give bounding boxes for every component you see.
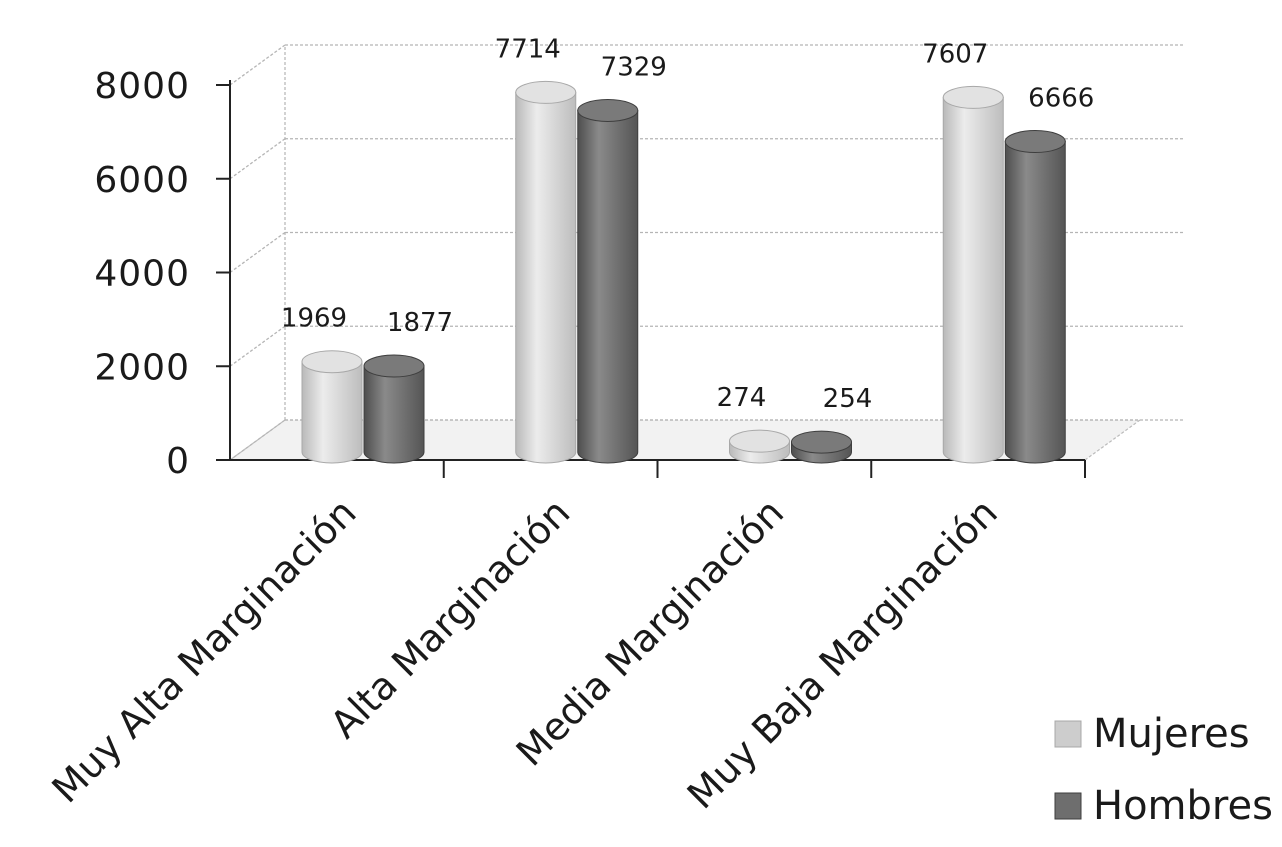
- bar-mujeres: [729, 429, 790, 464]
- gridline-side: [229, 44, 286, 86]
- axes: 0 2000 4000 6000 8000: [94, 66, 1086, 482]
- data-label: 1877: [387, 308, 453, 338]
- gridline-side: [229, 138, 286, 180]
- bar-hombres: [1004, 130, 1066, 464]
- y-tick-label: 0: [166, 441, 190, 482]
- y-tick-label: 8000: [94, 66, 190, 107]
- y-tick-label: 4000: [94, 254, 190, 295]
- bar-mujeres: [301, 350, 363, 464]
- legend: Mujeres Hombres: [1054, 711, 1273, 829]
- bar-top: [1004, 130, 1066, 154]
- bar-hombres: [791, 430, 852, 464]
- bar-body: [515, 91, 577, 464]
- grid: [228, 44, 1185, 461]
- gridline-side: [229, 325, 286, 367]
- data-label: 6666: [1028, 84, 1094, 114]
- legend-label: Hombres: [1093, 783, 1273, 829]
- bar-top: [729, 429, 790, 453]
- legend-swatch: [1054, 792, 1082, 820]
- bars: [301, 80, 1066, 464]
- bar-body: [1004, 141, 1066, 464]
- bar-top: [791, 430, 852, 454]
- data-label: 7607: [922, 39, 988, 69]
- legend-label: Mujeres: [1093, 711, 1250, 757]
- data-label: 254: [823, 384, 873, 414]
- bar-top: [577, 98, 639, 122]
- bar-body: [363, 365, 425, 464]
- bar-top: [515, 80, 577, 104]
- y-tick-label: 6000: [94, 160, 190, 201]
- data-label: 274: [717, 383, 767, 413]
- bar-top: [942, 85, 1004, 109]
- bar-body: [577, 109, 639, 464]
- bar-hombres: [577, 98, 639, 464]
- bar-top: [363, 354, 425, 378]
- bar-top: [301, 350, 363, 374]
- data-label: 1969: [281, 304, 347, 334]
- category-label: Muy Alta Marginación: [43, 490, 364, 811]
- bar-hombres: [363, 354, 425, 464]
- bar-mujeres: [515, 80, 577, 464]
- bar-body: [942, 96, 1004, 464]
- gridline-side: [229, 231, 286, 274]
- bar-body: [301, 361, 363, 464]
- data-label: 7329: [601, 52, 667, 82]
- legend-item-hombres: Hombres: [1054, 783, 1273, 829]
- data-label: 7714: [495, 34, 561, 64]
- legend-item-mujeres: Mujeres: [1054, 711, 1250, 757]
- bar-mujeres: [942, 85, 1004, 464]
- category-label: Alta Marginación: [322, 490, 578, 746]
- legend-swatch: [1054, 720, 1082, 748]
- y-tick-label: 2000: [94, 347, 190, 388]
- gridline-side: [229, 419, 286, 461]
